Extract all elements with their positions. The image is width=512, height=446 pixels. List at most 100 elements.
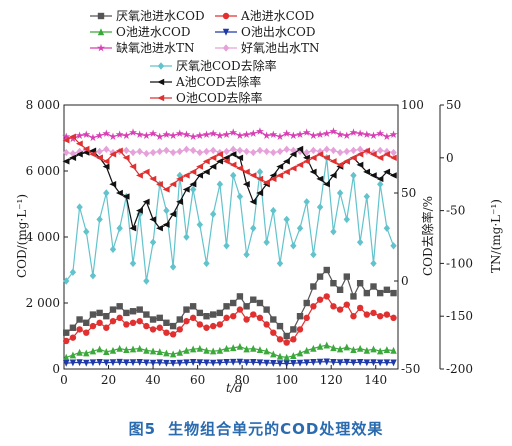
data-point xyxy=(143,322,150,330)
data-point xyxy=(376,129,385,137)
data-point xyxy=(350,313,357,320)
data-point xyxy=(303,359,310,367)
data-point xyxy=(316,342,324,350)
data-point xyxy=(230,145,237,154)
data-point xyxy=(169,350,177,358)
data-point xyxy=(103,145,110,154)
data-point xyxy=(163,146,170,155)
y-right2-tick-label: -50 xyxy=(446,204,465,218)
data-point xyxy=(263,147,270,156)
data-point xyxy=(176,316,183,323)
data-point xyxy=(196,172,204,179)
x-tick-label: 100 xyxy=(275,373,298,387)
data-point xyxy=(263,359,270,367)
data-point xyxy=(116,358,123,366)
data-point xyxy=(103,348,110,356)
data-point xyxy=(262,179,270,186)
data-point xyxy=(209,347,217,355)
data-point xyxy=(356,304,364,312)
data-point xyxy=(303,314,310,322)
data-point xyxy=(129,308,137,315)
data-point xyxy=(75,131,84,139)
data-point xyxy=(103,324,110,331)
data-point xyxy=(342,131,351,139)
data-point xyxy=(336,359,344,367)
data-point xyxy=(143,359,150,367)
data-point xyxy=(143,311,150,318)
data-point xyxy=(69,133,77,140)
data-point xyxy=(209,322,217,330)
legend-marker xyxy=(222,44,230,52)
data-point xyxy=(336,306,344,313)
data-point xyxy=(336,161,344,169)
series-line xyxy=(66,344,394,359)
data-point xyxy=(123,346,130,354)
data-point xyxy=(216,148,224,157)
data-point xyxy=(350,146,357,155)
data-point xyxy=(75,151,83,158)
plot-frame xyxy=(63,104,399,370)
data-point xyxy=(109,359,117,367)
y-axis-right2-label: TN/(mg·L⁻¹) xyxy=(489,199,503,273)
data-point xyxy=(63,337,70,345)
data-point xyxy=(276,336,284,343)
data-point xyxy=(316,130,324,138)
data-point xyxy=(223,314,230,322)
data-point xyxy=(330,303,337,310)
data-point xyxy=(115,189,123,197)
data-point xyxy=(96,215,103,224)
data-point xyxy=(203,313,210,320)
data-point xyxy=(196,321,204,328)
data-point xyxy=(269,130,278,138)
y-left-tick-label: 2 000 xyxy=(26,296,60,310)
data-point xyxy=(95,154,103,161)
data-point xyxy=(163,319,170,326)
data-point xyxy=(370,283,377,290)
data-point xyxy=(182,172,190,179)
data-point xyxy=(356,129,365,137)
data-point xyxy=(149,359,157,367)
data-point xyxy=(69,334,77,341)
data-point xyxy=(382,132,391,140)
data-point xyxy=(389,154,397,161)
data-point xyxy=(209,311,217,318)
data-point xyxy=(390,346,397,354)
y-right2-tick-label: -200 xyxy=(446,362,473,376)
data-point xyxy=(316,358,324,366)
y-axis-left-label: COD/(mg·L⁻¹) xyxy=(15,194,29,278)
data-point xyxy=(183,317,190,325)
data-point xyxy=(102,163,110,170)
data-point xyxy=(290,352,297,359)
data-point xyxy=(169,322,177,330)
legend-item: 好氧池出水TN xyxy=(215,41,320,55)
x-tick-label: 80 xyxy=(234,373,249,387)
data-point xyxy=(330,228,337,236)
data-point xyxy=(135,130,144,138)
data-point xyxy=(230,171,237,180)
series-3 xyxy=(63,358,397,368)
data-point xyxy=(370,259,377,268)
data-point xyxy=(203,324,210,331)
data-point xyxy=(236,131,244,139)
data-point xyxy=(302,128,311,136)
data-point xyxy=(249,129,258,137)
data-point xyxy=(89,311,97,318)
data-point xyxy=(249,198,257,205)
data-point xyxy=(349,128,358,136)
legend-item: O池进水COD xyxy=(90,25,190,39)
x-tick-label: 40 xyxy=(145,373,160,387)
x-tick-label: 60 xyxy=(190,373,205,387)
data-point xyxy=(216,180,224,188)
data-point xyxy=(276,322,284,330)
data-point xyxy=(202,168,210,176)
data-point xyxy=(142,168,150,176)
data-point xyxy=(203,259,210,268)
data-point xyxy=(316,296,324,303)
data-point xyxy=(156,359,163,367)
data-point xyxy=(356,151,364,158)
data-point xyxy=(83,319,90,326)
y-right2-tick-label: 0 xyxy=(446,151,454,165)
data-point xyxy=(89,272,97,280)
data-point xyxy=(76,359,83,367)
data-point xyxy=(310,359,317,366)
